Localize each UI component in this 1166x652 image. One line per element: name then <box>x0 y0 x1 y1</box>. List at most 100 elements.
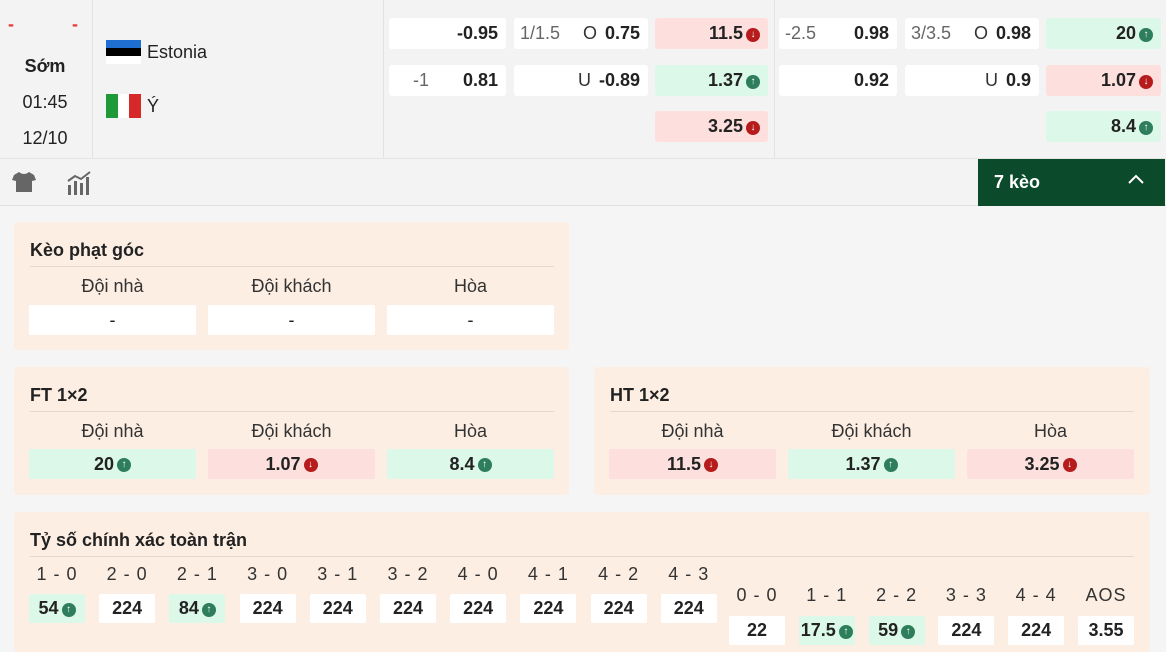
ou-side: U <box>577 70 591 90</box>
odds-cell-ft-handicap-away[interactable]: -1 0.81 <box>389 65 506 96</box>
arrow-down-icon: ↓ <box>746 27 760 42</box>
score-odds[interactable]: 224 <box>99 594 156 623</box>
arrow-down-icon: ↓ <box>1062 458 1077 472</box>
score-odds[interactable]: 224 <box>309 594 366 623</box>
score-odds[interactable]: 224 <box>938 616 995 645</box>
col-header-draw: Hòa <box>453 421 488 441</box>
ft-home-odds[interactable]: 20 ↑ <box>29 449 196 479</box>
odds-value: 224 <box>252 598 283 618</box>
score-odds[interactable]: 224 <box>450 594 507 623</box>
arrow-up-icon: ↑ <box>201 602 216 617</box>
odds-value: 54 <box>38 598 59 618</box>
odds-value: 224 <box>673 598 704 618</box>
score-odds[interactable]: 3.55 <box>1078 616 1134 645</box>
chevron-up-icon <box>1128 174 1144 184</box>
score-label: 4 - 3 <box>668 564 710 584</box>
odds-cell-ft-under[interactable]: U -0.89 <box>514 65 648 96</box>
odds-cell-ht-under[interactable]: U 0.9 <box>905 65 1039 96</box>
score-label: 1 - 0 <box>36 564 78 584</box>
arrow-up-icon: ↑ <box>883 458 898 472</box>
ht-away-odds[interactable]: 1.37 ↑ <box>788 449 955 479</box>
score-odds[interactable]: 224 <box>660 594 717 623</box>
ou-line: 1/1.5 <box>520 23 561 43</box>
corner-home-value[interactable]: - <box>29 305 196 335</box>
odds-value: 11.5 <box>666 453 702 474</box>
col-header-draw: Hòa <box>453 276 488 296</box>
stats-chart-icon[interactable] <box>66 171 94 195</box>
shirt-icon[interactable] <box>12 171 36 193</box>
odds-value: 0.98 <box>853 23 889 43</box>
divider <box>774 0 775 158</box>
odds-value: 0.9 <box>1005 70 1031 90</box>
divider <box>30 411 554 412</box>
ht-1x2-panel: HT 1×2 Đội nhà Đội khách Hòa 11.5 ↓ 1.37 ↑… <box>594 367 1150 495</box>
odds-cell-ht-handicap-home[interactable]: -2.5 0.98 <box>779 18 897 49</box>
score-odds[interactable]: 17.5 ↑ <box>798 616 855 645</box>
arrow-down-icon: ↓ <box>1139 74 1153 89</box>
more-markets-toggle[interactable]: 7 kèo <box>978 159 1165 206</box>
score-odds[interactable]: 22 <box>729 616 785 645</box>
live-dash-right: - <box>72 14 78 34</box>
odds-value: 224 <box>322 598 353 618</box>
odds-cell-ht-over[interactable]: 3/3.5 O 0.98 <box>905 18 1039 49</box>
away-team-name: Ý <box>147 95 160 116</box>
corner-away-value[interactable]: - <box>208 305 375 335</box>
score-label: 3 - 3 <box>945 585 987 605</box>
ht-home-odds[interactable]: 11.5 ↓ <box>609 449 776 479</box>
score-label: 0 - 0 <box>736 585 778 605</box>
odds-value: 0.75 <box>604 23 640 43</box>
odds-value: 84 <box>178 598 199 618</box>
corner-draw-value[interactable]: - <box>387 305 554 335</box>
ft-away-odds[interactable]: 1.07 ↓ <box>208 449 375 479</box>
panel-title: Tỷ số chính xác toàn trận <box>30 530 248 550</box>
score-label: 3 - 1 <box>317 564 359 584</box>
score-label: AOS <box>1085 585 1127 605</box>
divider <box>30 556 1134 557</box>
odds-cell-ft-1x2-away[interactable]: 1.37 ↑ <box>655 65 768 96</box>
score-label: 4 - 1 <box>527 564 569 584</box>
score-odds[interactable]: 224 <box>520 594 577 623</box>
arrow-up-icon: ↑ <box>901 624 916 639</box>
away-team[interactable]: Ý <box>106 94 159 118</box>
score-odds[interactable]: 54 ↑ <box>29 594 85 623</box>
odds-cell-ht-1x2-away[interactable]: 1.07 ↓ <box>1046 65 1161 96</box>
live-dash-left: - <box>8 14 14 34</box>
col-header-home: Đội nhà <box>661 421 724 441</box>
odds-cell-ft-1x2-home[interactable]: 11.5 ↓ <box>655 18 768 49</box>
score-odds[interactable]: 224 <box>1008 616 1065 645</box>
home-team[interactable]: Estonia <box>106 40 207 64</box>
ht-draw-odds[interactable]: 3.25 ↓ <box>967 449 1134 479</box>
score-odds[interactable]: 59 ↑ <box>868 616 925 645</box>
score-odds[interactable]: 224 <box>380 594 436 623</box>
odds-cell-ht-handicap-away[interactable]: 0.92 <box>779 65 897 96</box>
score-odds[interactable]: 224 <box>590 594 647 623</box>
score-odds[interactable]: 84 ↑ <box>169 594 226 623</box>
panel-title: FT 1×2 <box>30 385 88 405</box>
odds-value: 224 <box>1021 620 1052 640</box>
odds-cell-ft-over[interactable]: 1/1.5 O 0.75 <box>514 18 648 49</box>
ft-draw-odds[interactable]: 8.4 ↑ <box>387 449 554 479</box>
handicap-line: -2.5 <box>785 23 817 43</box>
score-odds[interactable]: 224 <box>239 594 296 623</box>
col-header-away: Đội khách <box>251 421 332 441</box>
arrow-up-icon: ↑ <box>746 74 760 89</box>
estonia-flag-icon <box>106 40 141 64</box>
odds-value: 1.07 <box>265 453 301 474</box>
odds-cell-ht-1x2-home[interactable]: 20 ↑ <box>1046 18 1161 49</box>
odds-cell-ft-handicap-home[interactable]: -0.95 <box>389 18 506 49</box>
ou-side: U <box>984 70 998 90</box>
score-label: 3 - 0 <box>247 564 289 584</box>
divider <box>30 266 554 267</box>
ou-side: O <box>582 23 597 43</box>
divider <box>610 411 1134 412</box>
odds-value: 17.5 <box>800 620 836 640</box>
ft-1x2-panel: FT 1×2 Đội nhà Đội khách Hòa 20 ↑ 1.07 ↓ 8… <box>14 367 569 495</box>
odds-value: 224 <box>603 598 634 618</box>
ou-line: 3/3.5 <box>911 23 952 43</box>
arrow-up-icon: ↑ <box>1139 120 1153 135</box>
home-team-name: Estonia <box>147 41 208 62</box>
odds-cell-ht-1x2-draw[interactable]: 8.4 ↑ <box>1046 111 1161 142</box>
odds-value: 224 <box>112 598 143 618</box>
odds-value: 224 <box>533 598 564 618</box>
odds-cell-ft-1x2-draw[interactable]: 3.25 ↓ <box>655 111 768 142</box>
